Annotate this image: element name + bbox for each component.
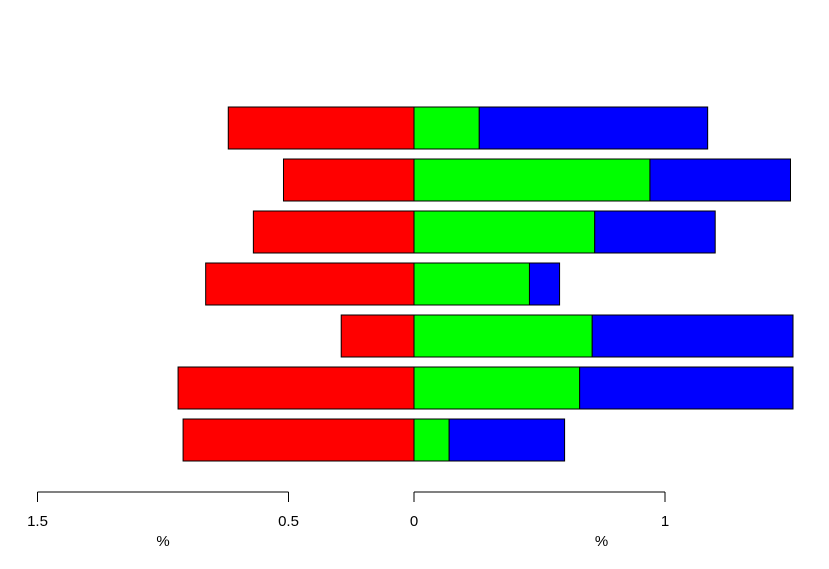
bar-right-segment [478,106,709,150]
bar-left-segment [205,262,415,306]
bar-left-segment [177,366,415,410]
left-axis-tick-label: 0.5 [278,513,299,530]
bar-right-segment [448,418,566,462]
bar-middle-segment [413,210,596,254]
bar-left-segment [252,210,415,254]
left-axis-tick-label: 1.5 [27,513,48,530]
right-axis-unit-label: % [595,533,608,550]
bar-middle-segment [413,262,530,306]
bar-row-4 [205,262,561,306]
bar-left-segment [227,106,415,150]
bar-middle-segment [413,366,581,410]
bar-row-3 [252,210,716,254]
bar-left-segment [282,158,415,202]
bars-layer [177,106,794,462]
bar-middle-segment [413,418,450,462]
bar-row-6 [177,366,794,410]
bar-right-segment [528,262,561,306]
bar-middle-segment [413,158,651,202]
right-axis-tick-label: 1 [661,513,669,530]
left-axis: 1.5 0.5% [27,491,299,550]
bar-right-segment [591,314,794,358]
bar-row-5 [340,314,794,358]
bar-middle-segment [413,106,480,150]
bar-left-segment [340,314,415,358]
bar-middle-segment [413,314,593,358]
bar-row-7 [182,418,566,462]
bar-right-segment [649,158,791,202]
right-axis: 0 1% [410,491,669,550]
bar-right-segment [579,366,794,410]
bar-right-segment [594,210,716,254]
right-axis-tick-label: 0 [410,513,418,530]
bar-row-2 [282,158,791,202]
bar-left-segment [182,418,415,462]
left-axis-unit-label: % [156,533,169,550]
bar-row-1 [227,106,709,150]
